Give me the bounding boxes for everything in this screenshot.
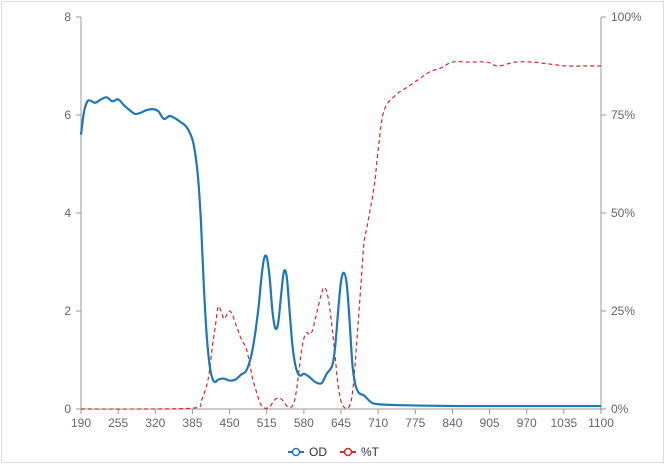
x-tick-label: 450 [220, 416, 240, 430]
x-tick-label: 905 [480, 416, 500, 430]
y-left-tick-label: 0 [64, 402, 71, 416]
y-left-tick-label: 8 [64, 10, 71, 24]
legend-item-od[interactable]: OD [288, 445, 327, 459]
x-tick-label: 970 [517, 416, 537, 430]
y-right-tick-label: 25% [611, 304, 635, 318]
series-od-line [79, 96, 601, 408]
x-tick-label: 1100 [588, 416, 614, 430]
legend-od-marker [291, 447, 301, 457]
x-tick-label: 710 [368, 416, 388, 430]
series-t-line [80, 61, 601, 410]
y-left-tick-label: 4 [64, 206, 71, 220]
legend-od-label: OD [309, 445, 327, 459]
y-right-tick-label: 50% [611, 206, 635, 220]
series-layer [79, 61, 601, 410]
x-tick-label: 840 [442, 416, 462, 430]
y-right-tick-label: 0% [611, 402, 629, 416]
y-left-tick-label: 2 [64, 304, 71, 318]
y-right-tick-label: 100% [611, 10, 642, 24]
x-tick-label: 580 [294, 416, 314, 430]
x-tick-label: 515 [257, 416, 277, 430]
x-tick-label: 320 [145, 416, 165, 430]
legend-t-label: %T [361, 445, 380, 459]
axes: 190 255 320 385 450 515 580 645 710 775 840 905 970 1… [64, 10, 642, 430]
x-tick-label: 1035 [551, 416, 578, 430]
x-tick-label: 775 [405, 416, 425, 430]
legend[interactable]: OD %T [288, 445, 380, 459]
y-left-tick-label: 6 [64, 108, 71, 122]
x-tick-label: 190 [71, 416, 91, 430]
legend-item-t[interactable]: %T [340, 445, 380, 459]
x-tick-label: 645 [331, 416, 351, 430]
x-tick-label: 255 [108, 416, 128, 430]
legend-t-marker [343, 447, 353, 457]
y-right-tick-label: 75% [611, 108, 635, 122]
x-tick-label: 385 [182, 416, 202, 430]
